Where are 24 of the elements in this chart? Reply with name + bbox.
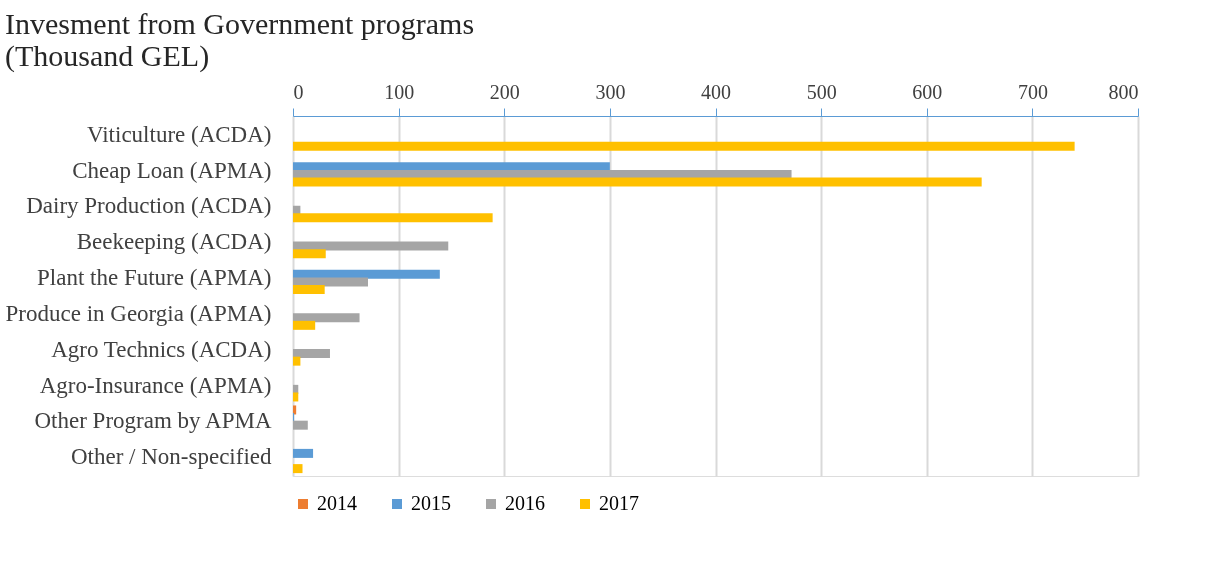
x-tick-label: 300 (595, 80, 626, 103)
x-tick-label: 600 (912, 80, 943, 103)
y-tick-label: Other / Non-specified (70, 444, 272, 470)
x-tick-label: 100 (384, 80, 415, 103)
y-tick-label: Agro Technics (ACDA) (51, 336, 272, 362)
y-tick-label: Cheap Loan (APMA) (72, 157, 272, 183)
legend-label: 2014 (317, 492, 357, 514)
legend-label: 2016 (505, 492, 545, 514)
x-tick-label: 500 (806, 80, 837, 103)
legend-label: 2017 (599, 492, 639, 514)
y-tick-label: Plant the Future (APMA) (37, 265, 272, 291)
y-tick-label: Agro-Insurance (APMA) (39, 372, 272, 398)
y-tick-label: Viticulture (ACDA) (87, 121, 272, 147)
x-tick-label: 0 (293, 80, 304, 103)
x-tick-label: 200 (489, 80, 520, 103)
x-tick-label: 700 (1017, 80, 1048, 103)
x-tick-label: 800 (1108, 80, 1139, 103)
legend-label: 2015 (411, 492, 451, 514)
y-tick-label: Produce in Georgia (APMA) (5, 300, 272, 326)
chart-title: Invesment from Government programs (Thousand GEL) (5, 7, 475, 73)
y-tick-label: Other Program by APMA (34, 408, 272, 434)
y-tick-label: Dairy Production (ACDA) (26, 193, 272, 219)
x-tick-label: 400 (701, 80, 731, 103)
y-tick-label: Beekeeping (ACDA) (76, 229, 272, 255)
